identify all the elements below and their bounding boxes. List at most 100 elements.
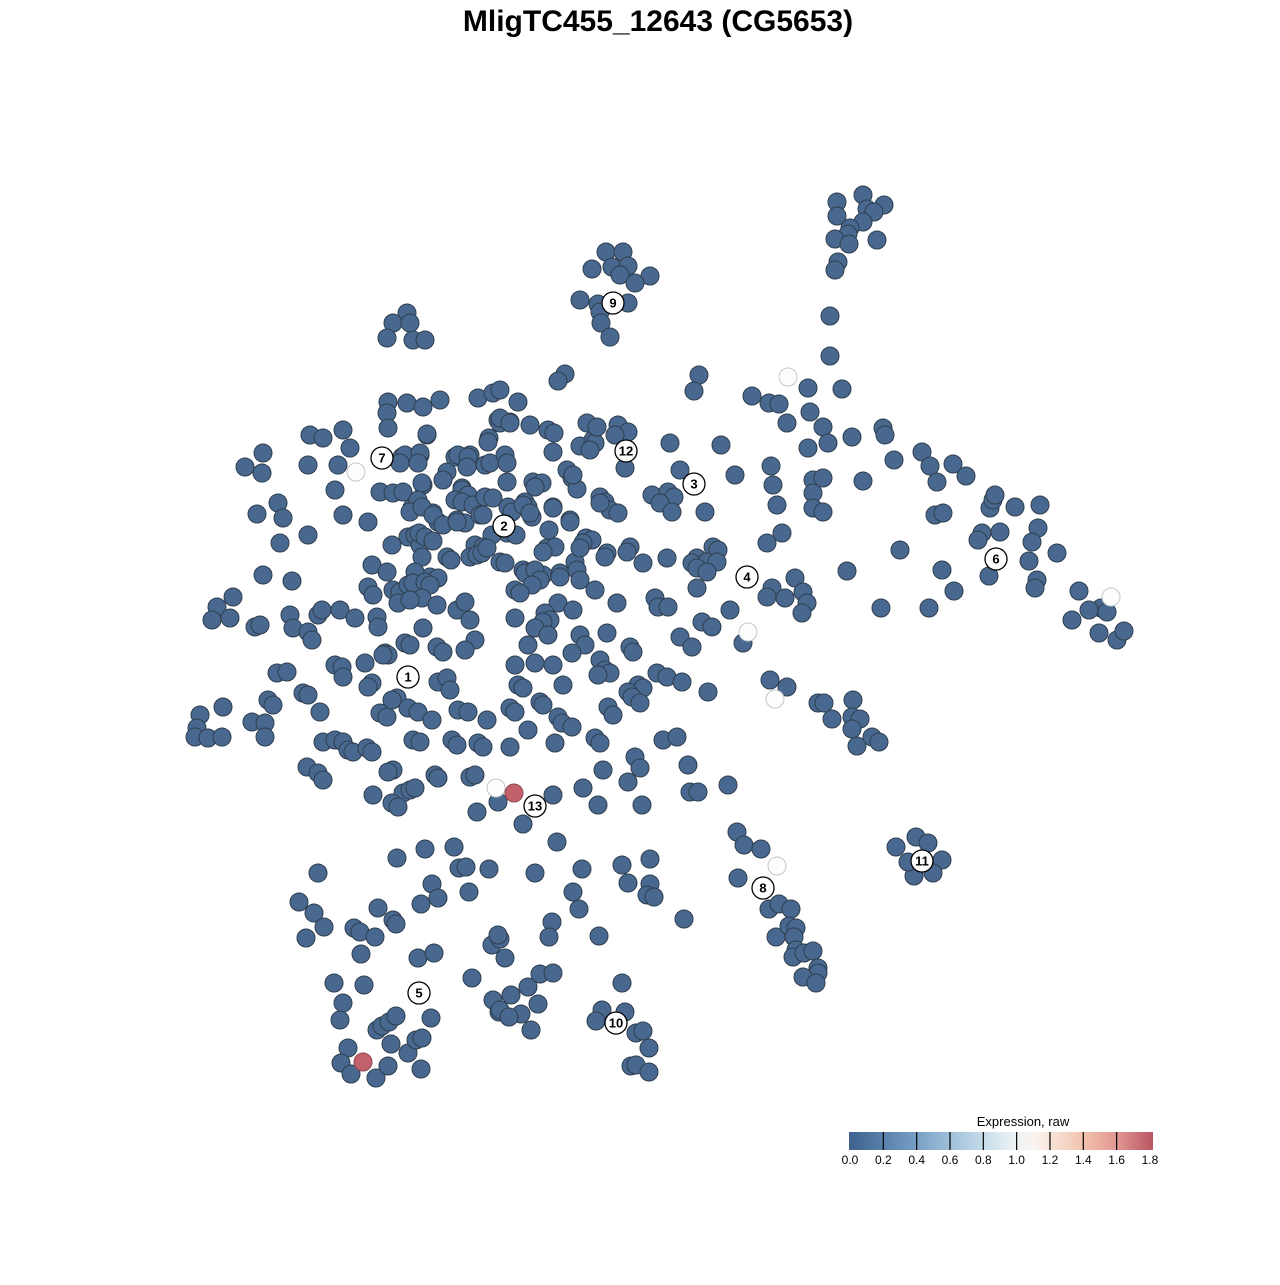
data-point-low-expression xyxy=(490,380,510,400)
data-point-low-expression xyxy=(545,733,565,753)
data-point-low-expression xyxy=(884,450,904,470)
data-point-low-expression xyxy=(658,597,678,617)
data-point-low-expression xyxy=(674,909,694,929)
data-point-low-expression xyxy=(388,797,408,817)
data-point-low-expression xyxy=(585,580,605,600)
cluster-label-3: 3 xyxy=(682,472,706,496)
points-layer xyxy=(185,185,1134,1088)
data-point-low-expression xyxy=(570,290,590,310)
data-point-low-expression xyxy=(386,914,406,934)
data-point-low-expression xyxy=(612,973,632,993)
data-point-low-expression xyxy=(605,425,625,445)
data-point-low-expression xyxy=(378,418,398,438)
cluster-label-number: 1 xyxy=(404,670,411,685)
data-point-low-expression xyxy=(202,610,222,630)
data-point-low-expression xyxy=(247,504,267,524)
cluster-label-number: 12 xyxy=(619,444,633,459)
data-point-low-expression xyxy=(728,868,748,888)
data-point-low-expression xyxy=(324,973,344,993)
data-point-low-expression xyxy=(312,600,332,620)
data-point-low-expression xyxy=(477,710,497,730)
data-point-low-expression xyxy=(814,693,834,713)
data-point-low-expression xyxy=(430,390,450,410)
data-point-low-expression xyxy=(772,523,792,543)
data-point-low-expression xyxy=(528,994,548,1014)
data-point-low-expression xyxy=(618,873,638,893)
plot-title: MligTC455_12643 (CG5653) xyxy=(463,5,853,38)
data-point-low-expression xyxy=(363,585,383,605)
data-point-low-expression xyxy=(255,727,275,747)
data-point-low-expression xyxy=(313,770,333,790)
data-point-low-expression xyxy=(538,625,558,645)
data-point-low-expression xyxy=(433,642,453,662)
data-point-low-expression xyxy=(223,587,243,607)
data-point-low-expression xyxy=(213,697,233,717)
data-point-low-expression xyxy=(358,677,378,697)
cluster-label-circle xyxy=(735,565,759,589)
cluster-label-circle xyxy=(751,876,775,900)
data-point-low-expression xyxy=(447,735,467,755)
data-point-low-expression xyxy=(521,1020,541,1040)
colorbar-tick-label: 0.0 xyxy=(842,1153,859,1167)
data-point-low-expression xyxy=(533,695,553,715)
data-point-low-expression xyxy=(373,645,393,665)
cluster-label-13: 13 xyxy=(523,794,547,818)
cluster-label-number: 9 xyxy=(609,296,616,311)
colorbar-tick-label: 1.2 xyxy=(1042,1153,1059,1167)
cluster-label-number: 5 xyxy=(415,986,422,1001)
data-point-low-expression xyxy=(330,1010,350,1030)
data-point-low-expression xyxy=(405,778,425,798)
data-point-low-expression xyxy=(417,424,437,444)
data-point-low-expression xyxy=(415,330,435,350)
data-point-low-expression xyxy=(366,1068,386,1088)
data-point-low-expression xyxy=(985,485,1005,505)
data-point-low-expression xyxy=(456,857,476,877)
data-point-low-expression xyxy=(381,1034,401,1054)
data-point-low-expression xyxy=(842,427,862,447)
data-point-low-expression xyxy=(1089,623,1109,643)
data-point-low-expression xyxy=(235,457,255,477)
data-point-low-expression xyxy=(813,468,833,488)
data-point-low-expression xyxy=(473,737,493,757)
data-point-low-expression xyxy=(800,402,820,422)
data-point-low-expression xyxy=(1019,551,1039,571)
data-point-low-expression xyxy=(411,1059,431,1079)
data-point-low-expression xyxy=(678,755,698,775)
colorbar-tick-label: 0.8 xyxy=(975,1153,992,1167)
data-point-low-expression xyxy=(553,675,573,695)
colorbar-tick-marks xyxy=(882,1132,1118,1150)
data-point-low-expression xyxy=(918,833,938,853)
data-point-low-expression xyxy=(1062,610,1082,630)
data-point-mid-expression xyxy=(778,367,798,387)
data-point-low-expression xyxy=(497,453,517,473)
data-point-low-expression xyxy=(543,963,563,983)
data-point-low-expression xyxy=(595,547,615,567)
data-point-low-expression xyxy=(639,1062,659,1082)
data-point-low-expression xyxy=(505,608,525,628)
data-point-low-expression xyxy=(377,562,397,582)
data-point-low-expression xyxy=(886,837,906,857)
data-point-low-expression xyxy=(325,480,345,500)
data-point-low-expression xyxy=(525,653,545,673)
data-point-low-expression xyxy=(588,665,608,685)
data-point-low-expression xyxy=(495,553,515,573)
data-point-low-expression xyxy=(410,732,430,752)
cluster-label-number: 13 xyxy=(528,799,542,814)
data-point-low-expression xyxy=(473,505,493,525)
data-point-low-expression xyxy=(720,600,740,620)
data-point-low-expression xyxy=(589,926,609,946)
data-point-low-expression xyxy=(533,542,553,562)
data-point-low-expression xyxy=(608,503,628,523)
data-point-low-expression xyxy=(455,592,475,612)
data-point-low-expression xyxy=(333,993,353,1013)
cluster-label-number: 2 xyxy=(500,519,507,534)
cluster-label-number: 3 xyxy=(690,477,697,492)
data-point-mid-expression xyxy=(765,689,785,709)
data-point-low-expression xyxy=(421,1008,441,1028)
data-point-low-expression xyxy=(570,570,590,590)
data-point-low-expression xyxy=(363,785,383,805)
data-point-low-expression xyxy=(943,454,963,474)
data-point-low-expression xyxy=(842,719,862,739)
data-point-low-expression xyxy=(919,598,939,618)
data-point-low-expression xyxy=(548,371,568,391)
